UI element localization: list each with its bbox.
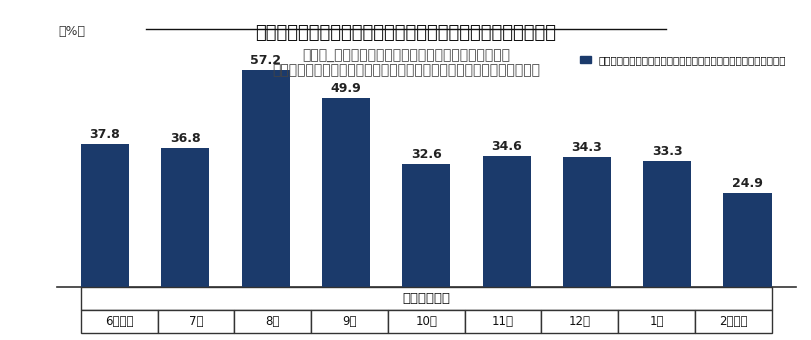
Bar [541, 310, 617, 333]
Bar [234, 310, 311, 333]
Text: 10月: 10月 [415, 315, 436, 328]
Legend: インターンシップ等のキャリア形成支援プログラムに参加した時期: インターンシップ等のキャリア形成支援プログラムに参加した時期 [575, 51, 790, 69]
Text: 12月: 12月 [568, 315, 590, 328]
Text: 7月: 7月 [189, 315, 203, 328]
Text: 24.9: 24.9 [732, 177, 762, 190]
Bar [81, 287, 770, 310]
Text: 49.9: 49.9 [330, 82, 361, 95]
Bar [81, 144, 129, 287]
Bar [321, 98, 370, 287]
Text: 卒業年次前年: 卒業年次前年 [401, 292, 450, 305]
Text: インターンシップ等のキャリア形成支援プログラム参加者／複数回答）: インターンシップ等のキャリア形成支援プログラム参加者／複数回答） [272, 63, 539, 77]
Text: 6月以前: 6月以前 [105, 315, 133, 328]
Text: 37.8: 37.8 [89, 128, 120, 141]
Text: （%）: （%） [58, 26, 85, 38]
Text: 2月以降: 2月以降 [719, 315, 747, 328]
Bar [482, 156, 530, 287]
Text: 9月: 9月 [342, 315, 356, 328]
Text: 57.2: 57.2 [250, 54, 281, 67]
Text: 8月: 8月 [265, 315, 280, 328]
Bar [694, 310, 770, 333]
Text: 1月: 1月 [649, 315, 663, 328]
Bar [157, 310, 234, 333]
Bar [242, 70, 290, 287]
Text: 34.3: 34.3 [571, 141, 602, 154]
Bar [562, 157, 611, 287]
Bar [401, 164, 450, 287]
Text: 11月: 11月 [491, 315, 513, 328]
Text: 32.6: 32.6 [410, 148, 441, 161]
Text: 33.3: 33.3 [651, 145, 682, 158]
Text: 大学生_全体（就職志望者かつ就職活動経験者のうち、: 大学生_全体（就職志望者かつ就職活動経験者のうち、 [302, 49, 509, 63]
Text: 34.6: 34.6 [491, 140, 521, 153]
Text: インターンシップ等のキャリア形成支援プログラムの参加時期: インターンシップ等のキャリア形成支援プログラムの参加時期 [255, 24, 556, 42]
Bar [161, 148, 209, 287]
Bar [311, 310, 388, 333]
Bar [388, 310, 464, 333]
Text: 36.8: 36.8 [169, 132, 200, 145]
Bar [617, 310, 694, 333]
Bar [723, 193, 770, 287]
Bar [642, 161, 690, 287]
Bar [81, 310, 157, 333]
Bar [464, 310, 541, 333]
